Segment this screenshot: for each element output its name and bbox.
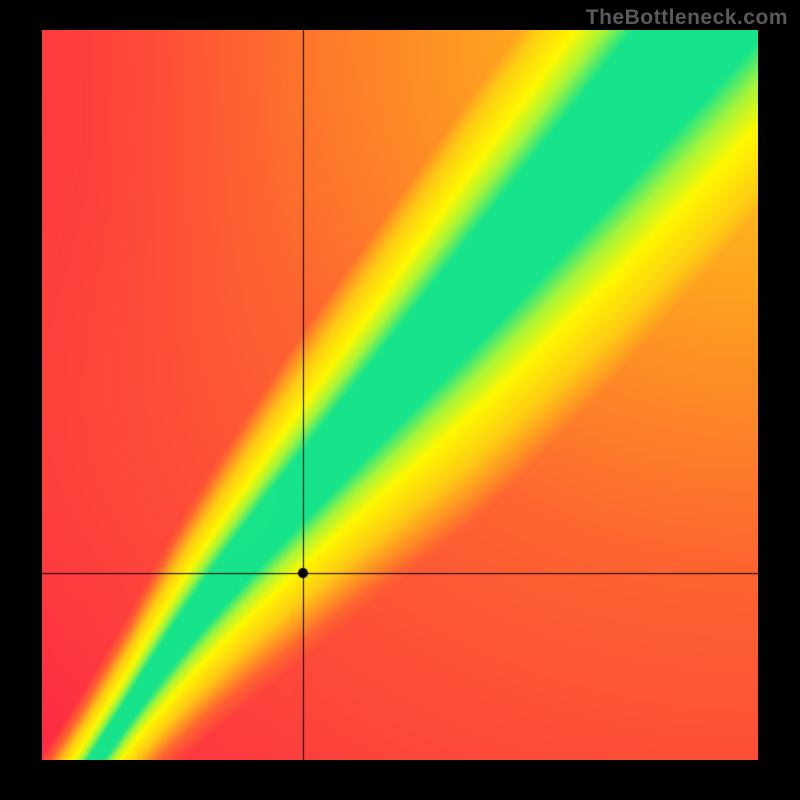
chart-container: TheBottleneck.com: [0, 0, 800, 800]
heatmap-canvas: [42, 30, 758, 760]
watermark-text: TheBottleneck.com: [586, 6, 788, 30]
